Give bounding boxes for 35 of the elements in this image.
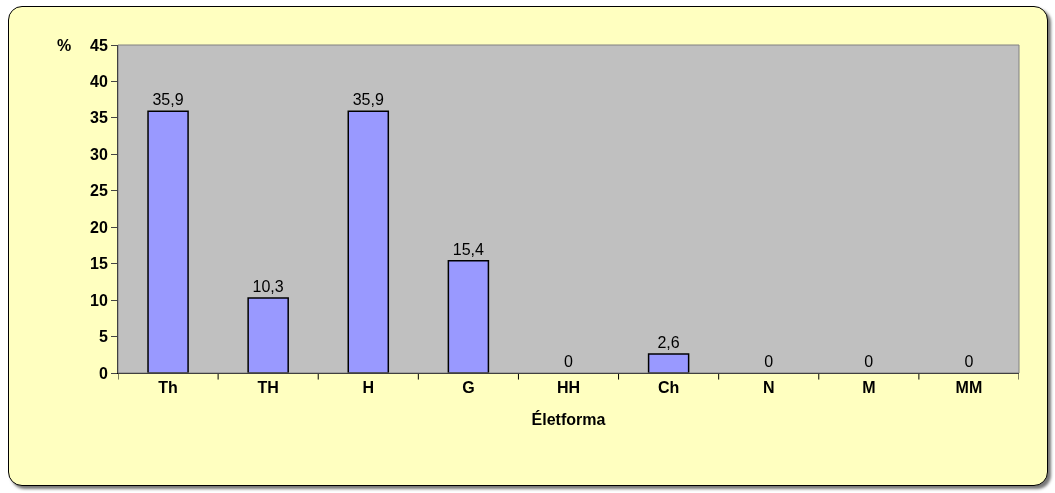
y-tick-label: 5 bbox=[98, 328, 108, 346]
data-label: 0 bbox=[864, 353, 874, 370]
data-label: 0 bbox=[964, 353, 974, 370]
x-tick-label: M bbox=[862, 379, 876, 397]
x-tick-label: TH bbox=[257, 379, 279, 397]
data-label: 10,3 bbox=[252, 277, 284, 295]
x-tick-label: Th bbox=[158, 379, 178, 397]
y-tick-label: 45 bbox=[90, 36, 108, 54]
data-label: 15,4 bbox=[452, 240, 485, 258]
y-axis-title: % bbox=[57, 37, 72, 54]
y-tick-label: 30 bbox=[90, 145, 108, 163]
x-tick-label: G bbox=[462, 379, 475, 397]
bar bbox=[647, 353, 690, 373]
data-label: 0 bbox=[564, 353, 573, 370]
y-tick-label: 40 bbox=[90, 73, 108, 91]
bar bbox=[447, 260, 490, 373]
bar bbox=[147, 110, 189, 373]
x-axis-title: Életforma bbox=[531, 409, 606, 428]
data-label: 2,6 bbox=[657, 334, 680, 352]
x-tick-label: H bbox=[362, 379, 375, 397]
y-tick-label: 25 bbox=[90, 182, 108, 200]
bar bbox=[347, 110, 390, 373]
y-tick-label: 20 bbox=[90, 218, 108, 236]
y-tick-label: 0 bbox=[98, 364, 108, 382]
y-tick-label: 35 bbox=[90, 109, 108, 127]
x-tick-label: MM bbox=[955, 379, 983, 397]
data-label: 35,9 bbox=[152, 91, 184, 109]
data-label: 0 bbox=[764, 353, 774, 370]
x-tick-label: N bbox=[762, 379, 775, 397]
y-tick-label: 15 bbox=[90, 255, 108, 273]
y-tick-label: 10 bbox=[90, 291, 108, 309]
bar bbox=[247, 297, 289, 373]
x-tick-label: Ch bbox=[657, 379, 680, 397]
x-tick-label: HH bbox=[556, 379, 581, 397]
data-label: 35,9 bbox=[352, 91, 384, 109]
